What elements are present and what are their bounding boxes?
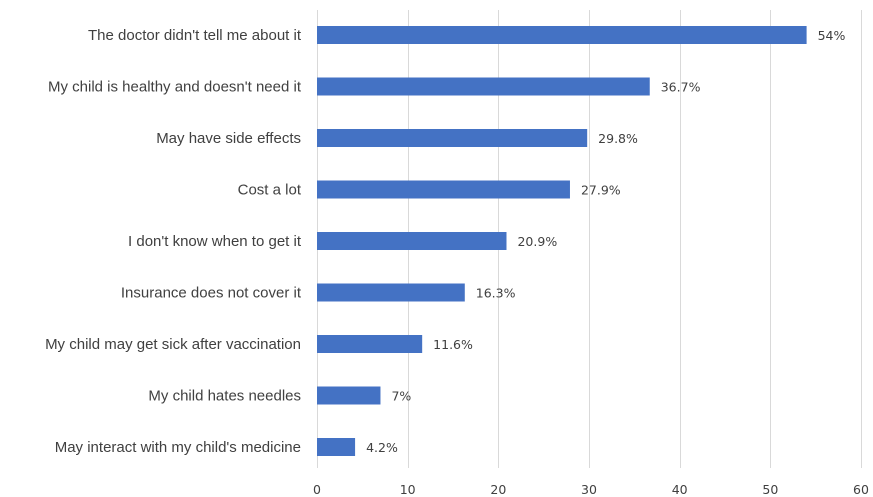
- x-tick-label: 40: [672, 482, 688, 497]
- bar: [317, 438, 356, 456]
- data-label: 4.2%: [366, 440, 398, 455]
- x-tick-label: 60: [853, 482, 869, 497]
- category-label: May have side effects: [156, 130, 301, 147]
- x-axis-tick-labels: 0 10 20 30 40 50 60: [313, 482, 869, 497]
- bar: [317, 129, 588, 147]
- x-tick-label: 10: [400, 482, 416, 497]
- data-label: 16.3%: [476, 286, 516, 301]
- data-label: 29.8%: [598, 131, 638, 146]
- category-label: Insurance does not cover it: [121, 285, 302, 302]
- x-tick-label: 20: [490, 482, 506, 497]
- x-tick-label: 50: [762, 482, 778, 497]
- category-labels: The doctor didn't tell me about it My chi…: [45, 27, 302, 456]
- x-tick-label: 30: [581, 482, 597, 497]
- bar: [317, 180, 570, 199]
- category-label: Cost a lot: [238, 182, 302, 199]
- data-label: 7%: [391, 389, 411, 404]
- bar: [317, 335, 423, 353]
- category-label: I don't know when to get it: [128, 233, 302, 250]
- data-label: 36.7%: [661, 80, 701, 95]
- bar: [317, 386, 381, 405]
- category-label: May interact with my child's medicine: [55, 439, 301, 456]
- bar: [317, 77, 650, 96]
- category-label: My child is healthy and doesn't need it: [48, 79, 302, 96]
- category-label: My child hates needles: [148, 388, 301, 405]
- x-tick-label: 0: [313, 482, 321, 497]
- category-label: My child may get sick after vaccination: [45, 336, 301, 353]
- bar: [317, 232, 507, 250]
- category-label: The doctor didn't tell me about it: [88, 27, 302, 44]
- bars: [317, 26, 807, 456]
- bar: [317, 283, 465, 302]
- data-labels: 54% 36.7% 29.8% 27.9% 20.9% 16.3% 11.6% 7% 4.2%: [366, 28, 845, 455]
- data-label: 27.9%: [581, 183, 621, 198]
- data-label: 54%: [818, 28, 846, 43]
- data-label: 11.6%: [433, 337, 473, 352]
- data-label: 20.9%: [517, 234, 557, 249]
- bar: [317, 26, 807, 44]
